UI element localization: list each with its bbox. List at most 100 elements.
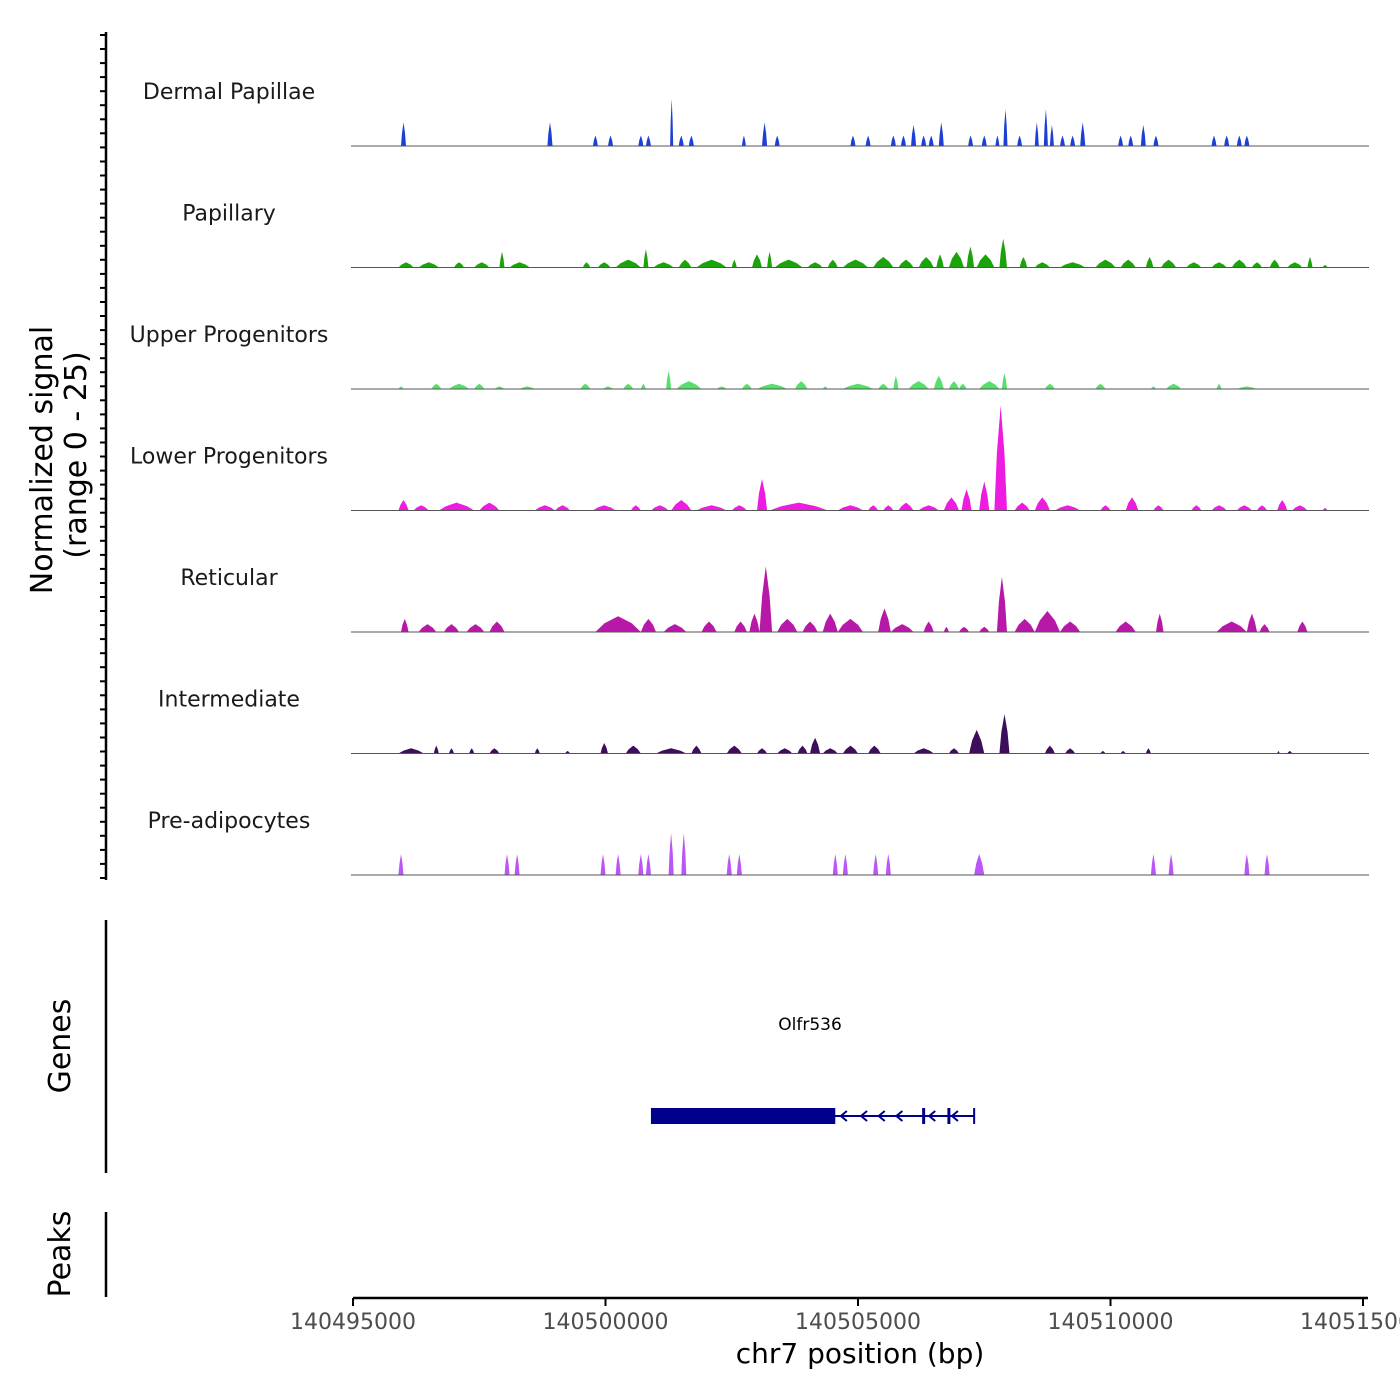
coverage-tracks: Dermal Papillae Papillary Upper Progenitor… [130, 80, 1369, 876]
signal-peak [777, 748, 793, 754]
signal-peak [762, 122, 768, 146]
signal-peak [1224, 135, 1230, 146]
signal-peak [1145, 748, 1151, 754]
signal-peak [1100, 505, 1111, 511]
signal-peak [431, 383, 442, 389]
signal-peak [908, 381, 929, 389]
signal-peak [534, 505, 555, 511]
signal-peak [1034, 611, 1060, 632]
signal-peak [1125, 497, 1139, 511]
track-intermediate: Intermediate [158, 688, 1369, 754]
signal-peak [466, 624, 485, 632]
signal-peak [600, 743, 608, 754]
signal-peak [1231, 259, 1247, 268]
signal-peak [615, 259, 641, 268]
signal-peak [810, 737, 821, 754]
signal-peak [676, 381, 702, 389]
signal-peak [868, 505, 879, 511]
signal-peak [996, 576, 1007, 632]
signal-peak [1257, 505, 1268, 511]
signal-peak [671, 500, 692, 511]
signal-peak [1186, 262, 1202, 268]
strand-arrow [894, 1110, 904, 1122]
signal-peak [961, 489, 972, 511]
signal-peak [509, 262, 530, 268]
signal-peak [1156, 613, 1164, 632]
signal-peak [822, 386, 828, 389]
signal-peak [489, 748, 500, 754]
signal-peak [1049, 125, 1054, 146]
signal-peak [398, 500, 409, 511]
x-axis-ticks: 140495000 140500000 140505000 140510000 1405… [290, 1298, 1400, 1335]
signal-peak [580, 383, 591, 389]
signal-peak [1080, 122, 1086, 146]
signal-peak [731, 505, 747, 511]
track-label: Intermediate [158, 688, 300, 713]
signal-peak [900, 135, 906, 146]
signal-peak [943, 626, 949, 632]
signal-peak [1287, 750, 1293, 754]
signal-peak [1277, 500, 1288, 511]
track-label: Papillary [182, 202, 276, 227]
signal-peak [731, 259, 737, 268]
signal-peak [898, 259, 914, 268]
signal-peak [600, 854, 606, 875]
signal-peak [418, 262, 439, 268]
signal-peak [1236, 505, 1252, 511]
signal-peak [1001, 373, 1007, 389]
signal-peak [645, 854, 651, 875]
signal-peak [868, 745, 881, 754]
signal-peak [1043, 109, 1048, 146]
signal-peak [1259, 624, 1270, 632]
signal-peak [474, 383, 485, 389]
signal-peak [741, 135, 746, 146]
signal-peak [873, 257, 894, 268]
signal-peak [454, 262, 465, 268]
genes-panel-title: Genes [43, 999, 78, 1094]
track-upper-progenitors: Upper Progenitors [130, 323, 1369, 390]
peaks-panel-title: Peaks [43, 1211, 78, 1298]
signal-peak [398, 854, 404, 875]
strand-arrow [927, 1110, 936, 1122]
signal-peak [923, 621, 934, 632]
track-label: Dermal Papillae [143, 80, 315, 105]
signal-peak [921, 135, 927, 146]
signal-peak [630, 505, 641, 511]
signal-peak [1269, 259, 1280, 268]
signal-peak [936, 254, 944, 268]
signal-peak [1244, 135, 1250, 146]
signal-peak [448, 748, 454, 754]
signal-peak [1128, 135, 1134, 146]
signal-peak [1017, 135, 1023, 146]
signal-peak [797, 745, 808, 754]
signal-peak [1211, 135, 1217, 146]
signal-peak [597, 262, 611, 268]
signal-peak [401, 618, 409, 632]
signal-peak [668, 833, 674, 875]
track-lower-progenitors: Lower Progenitors [130, 405, 1369, 511]
signal-peak [398, 386, 404, 389]
signal-peak [1019, 257, 1028, 268]
signal-peak [842, 745, 858, 754]
gene-label: Olfr536 [778, 1015, 842, 1035]
signal-peak [1145, 257, 1154, 268]
signal-peak [640, 383, 646, 389]
signal-peak [1065, 748, 1076, 754]
signal-peak [433, 745, 439, 754]
signal-peak [1297, 621, 1308, 632]
signal-peak [645, 135, 651, 146]
signal-peak [625, 745, 641, 754]
signal-peak [1287, 262, 1303, 268]
signal-peak [999, 238, 1007, 268]
signal-peak [994, 405, 1007, 511]
signal-peak [681, 833, 687, 875]
track-label: Upper Progenitors [130, 323, 329, 348]
signal-peak [1115, 621, 1136, 632]
signal-peak [638, 854, 644, 875]
signal-peak [911, 125, 917, 146]
signal-peak [893, 375, 899, 389]
signal-peak [837, 505, 863, 511]
signal-peak [752, 254, 762, 268]
signal-peak [638, 135, 644, 146]
